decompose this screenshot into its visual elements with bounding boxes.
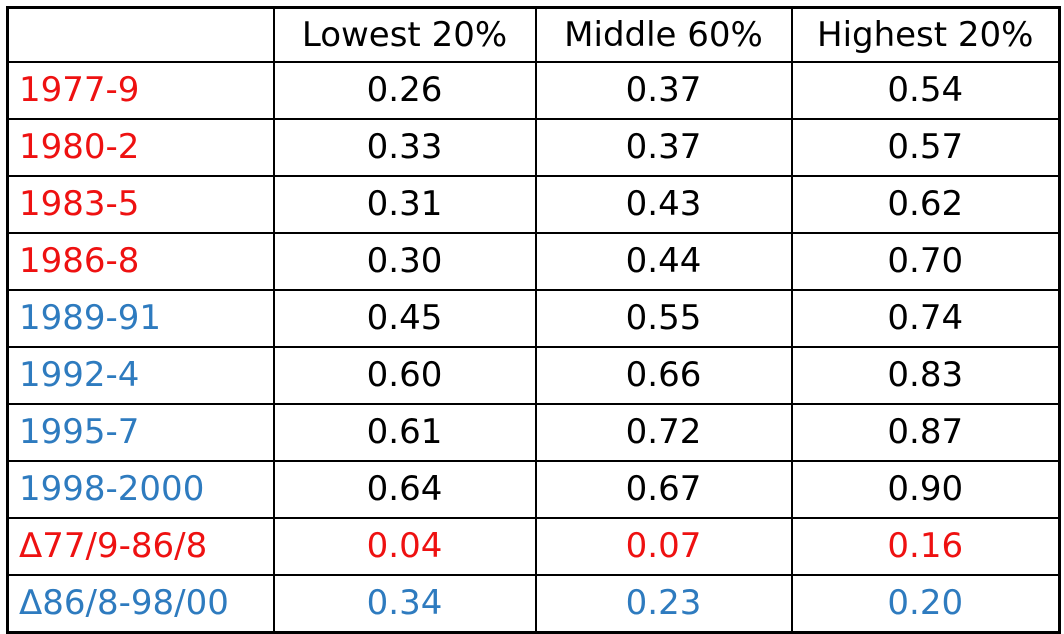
- row-label: 1995-7: [6, 403, 275, 462]
- row-label: Δ86/8-98/00: [6, 574, 275, 634]
- table-cell: 0.64: [272, 460, 537, 519]
- table-cell: 0.33: [272, 118, 537, 177]
- table-row: 1995-7 0.61 0.72 0.87: [6, 403, 1061, 462]
- table-container: Lowest 20% Middle 60% Highest 20% 1977-9…: [6, 6, 1061, 634]
- table-cell: 0.37: [534, 61, 793, 120]
- table-cell: 0.61: [272, 403, 537, 462]
- header-cell-empty: [6, 6, 275, 63]
- table-cell: 0.67: [534, 460, 793, 519]
- row-label: 1980-2: [6, 118, 275, 177]
- table-cell: 0.20: [790, 574, 1061, 634]
- table-cell: 0.34: [272, 574, 537, 634]
- table-row: 1986-8 0.30 0.44 0.70: [6, 232, 1061, 291]
- row-label: 1992-4: [6, 346, 275, 405]
- data-table: Lowest 20% Middle 60% Highest 20% 1977-9…: [6, 6, 1061, 634]
- table-cell: 0.37: [534, 118, 793, 177]
- header-cell-highest-20: Highest 20%: [790, 6, 1061, 63]
- table-row: 1983-5 0.31 0.43 0.62: [6, 175, 1061, 234]
- table-cell: 0.72: [534, 403, 793, 462]
- table-cell: 0.43: [534, 175, 793, 234]
- table-row: 1992-4 0.60 0.66 0.83: [6, 346, 1061, 405]
- header-row: Lowest 20% Middle 60% Highest 20%: [6, 6, 1061, 63]
- row-label: 1983-5: [6, 175, 275, 234]
- table-cell: 0.70: [790, 232, 1061, 291]
- table-cell: 0.30: [272, 232, 537, 291]
- table-cell: 0.45: [272, 289, 537, 348]
- table-row: 1989-91 0.45 0.55 0.74: [6, 289, 1061, 348]
- table-row: 1998-2000 0.64 0.67 0.90: [6, 460, 1061, 519]
- table-row-delta-blue: Δ86/8-98/00 0.34 0.23 0.20: [6, 574, 1061, 634]
- row-label: Δ77/9-86/8: [6, 517, 275, 576]
- table-cell: 0.57: [790, 118, 1061, 177]
- row-label: 1998-2000: [6, 460, 275, 519]
- table-cell: 0.87: [790, 403, 1061, 462]
- table-cell: 0.62: [790, 175, 1061, 234]
- table-cell: 0.26: [272, 61, 537, 120]
- row-label: 1977-9: [6, 61, 275, 120]
- table-row-delta-red: Δ77/9-86/8 0.04 0.07 0.16: [6, 517, 1061, 576]
- table-cell: 0.16: [790, 517, 1061, 576]
- table-cell: 0.54: [790, 61, 1061, 120]
- table-cell: 0.60: [272, 346, 537, 405]
- table-row: 1977-9 0.26 0.37 0.54: [6, 61, 1061, 120]
- table-cell: 0.31: [272, 175, 537, 234]
- table-cell: 0.83: [790, 346, 1061, 405]
- table-cell: 0.04: [272, 517, 537, 576]
- header-cell-middle-60: Middle 60%: [534, 6, 793, 63]
- table-cell: 0.23: [534, 574, 793, 634]
- row-label: 1986-8: [6, 232, 275, 291]
- table-cell: 0.44: [534, 232, 793, 291]
- table-cell: 0.07: [534, 517, 793, 576]
- table-cell: 0.74: [790, 289, 1061, 348]
- row-label: 1989-91: [6, 289, 275, 348]
- table-cell: 0.66: [534, 346, 793, 405]
- table-row: 1980-2 0.33 0.37 0.57: [6, 118, 1061, 177]
- header-cell-lowest-20: Lowest 20%: [272, 6, 537, 63]
- table-cell: 0.90: [790, 460, 1061, 519]
- table-cell: 0.55: [534, 289, 793, 348]
